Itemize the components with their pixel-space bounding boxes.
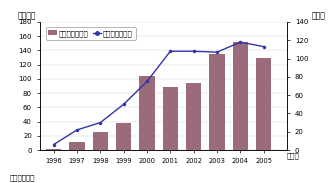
Text: （年）: （年） [287, 152, 300, 159]
Text: 資料：高知県: 資料：高知県 [10, 175, 35, 181]
Text: （社）: （社） [312, 12, 326, 21]
Bar [233, 42, 248, 150]
Bar [93, 132, 108, 150]
Bar [46, 149, 61, 150]
Legend: 売上額（左軸）, 企業数（右軸）: 売上額（左軸）, 企業数（右軸） [46, 27, 136, 40]
Bar [256, 57, 271, 150]
Bar [210, 54, 225, 150]
Bar [163, 87, 178, 150]
Bar [139, 76, 154, 150]
Bar [116, 123, 131, 150]
Bar [186, 83, 201, 150]
Text: （億円）: （億円） [17, 12, 36, 21]
Bar [69, 141, 84, 150]
